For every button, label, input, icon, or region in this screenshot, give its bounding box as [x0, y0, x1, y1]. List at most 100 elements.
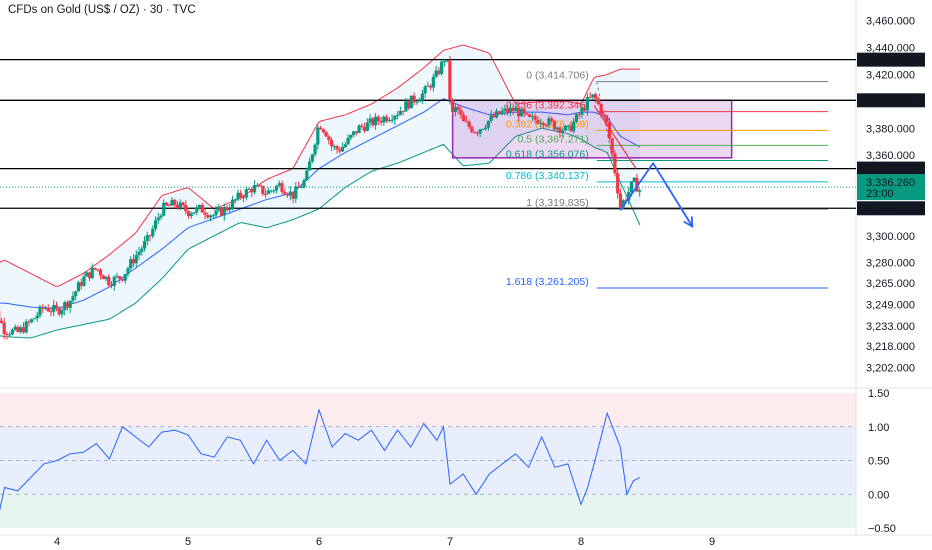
candle-body — [109, 285, 114, 287]
time-axis-tick-label: 8 — [578, 536, 584, 548]
oscillator-background — [0, 393, 856, 528]
price-axis-tick-label: 3,300.000 — [866, 231, 915, 243]
price-axis[interactable]: 3,460.000 3,440.000 3,420.000 3,380.000 3,36… — [866, 16, 915, 535]
fib-level-label: 0.618 (3,356.076) — [506, 148, 589, 160]
candle-body — [255, 185, 259, 187]
horizontal-lines[interactable] — [0, 59, 856, 209]
candle-body — [409, 95, 413, 109]
candle-body — [118, 276, 122, 279]
candle-body — [38, 306, 42, 316]
candle-body — [420, 93, 424, 101]
candle-body — [30, 319, 34, 323]
candle-body — [332, 146, 336, 148]
candle-body — [484, 127, 488, 129]
candle-body — [574, 114, 579, 122]
candle-body — [607, 122, 612, 139]
candle-body — [412, 95, 416, 103]
candle-body — [104, 276, 108, 280]
candle-body — [101, 275, 105, 280]
candle-body — [448, 60, 452, 100]
time-axis[interactable]: 4 5 6 7 8 9 — [54, 536, 715, 548]
candle-body — [247, 188, 251, 190]
candle-body — [8, 334, 12, 336]
fibonacci-retracement[interactable]: 0 (3,414.706)0.236 (3,392.346)0.382 (3,3… — [506, 70, 828, 289]
candle-body — [596, 98, 601, 105]
candle-body — [349, 135, 353, 138]
candle-body — [456, 106, 460, 110]
candle-body — [569, 125, 573, 132]
candle-body — [313, 144, 317, 155]
candle-body — [112, 276, 116, 286]
trendline[interactable] — [593, 105, 637, 169]
candle-body — [503, 108, 507, 111]
candle-body — [371, 118, 375, 126]
candle-body — [140, 248, 144, 252]
candle-body — [561, 130, 565, 134]
candle-body — [528, 114, 532, 117]
candle-body — [129, 259, 133, 269]
candle-body — [296, 186, 301, 188]
time-axis-tick-label: 6 — [316, 536, 322, 548]
projection-drawings[interactable] — [593, 105, 694, 228]
candle-body — [368, 118, 372, 123]
oscillator-axis-tick-label: 0.00 — [868, 489, 889, 501]
projection-arrow-head[interactable] — [683, 216, 694, 228]
candle-body — [228, 208, 232, 211]
candle-body — [453, 106, 457, 113]
price-level-tag — [857, 201, 925, 216]
candle-body — [445, 60, 449, 62]
candle-body — [583, 107, 587, 111]
price-axis-tick-label: 3,380.000 — [866, 123, 915, 135]
candle-body — [423, 86, 427, 94]
candle-body — [616, 173, 620, 194]
candle-body — [618, 193, 623, 208]
candle-body — [401, 111, 405, 113]
candle-body — [635, 177, 639, 192]
candle-body — [5, 333, 9, 335]
candle-body — [57, 308, 61, 315]
price-level-tag-label: 3,350.013 — [866, 164, 915, 176]
candle-body — [175, 204, 180, 209]
candle-body — [437, 70, 441, 74]
candle-body — [126, 268, 130, 275]
candle-body — [495, 111, 499, 118]
last-price-tag — [857, 174, 925, 201]
candle-body — [525, 113, 529, 115]
price-tags: 3,431.043 3,400.806 3,350.0133,336.26023:0… — [857, 52, 925, 216]
projection-arrow-path[interactable] — [619, 161, 694, 227]
candle-body — [613, 153, 617, 174]
candle-body — [500, 110, 504, 115]
candle-body — [621, 200, 625, 208]
candle-body — [74, 291, 78, 297]
candle-body — [214, 210, 218, 216]
candle-body — [519, 109, 523, 117]
candle-body — [0, 320, 4, 323]
candle-body — [610, 138, 614, 154]
time-axis-tick-label: 7 — [447, 536, 453, 548]
supply-zone-rectangle[interactable] — [451, 99, 733, 159]
candle-body — [475, 132, 479, 134]
candle-body — [189, 213, 193, 216]
candle-body — [184, 205, 188, 212]
candle-body — [266, 190, 270, 195]
candle-body — [52, 305, 56, 312]
candle-body — [588, 96, 592, 98]
candle-body — [544, 125, 548, 127]
candle-body — [478, 129, 482, 134]
price-axis-tick-label: 3,218.000 — [866, 341, 915, 353]
candle-body — [107, 276, 111, 286]
candle-body — [206, 214, 210, 218]
candle-body — [376, 116, 380, 121]
candle-body — [90, 267, 94, 279]
candle-body — [552, 121, 557, 130]
oscillator-line — [0, 408, 641, 512]
candle-body — [511, 107, 515, 112]
zone-box[interactable] — [451, 99, 733, 159]
candle-body — [310, 154, 314, 162]
candle-body — [200, 204, 204, 213]
candle-body — [393, 115, 397, 120]
candle-body — [470, 126, 474, 133]
candle-body — [440, 61, 444, 74]
candle-body — [159, 215, 163, 218]
